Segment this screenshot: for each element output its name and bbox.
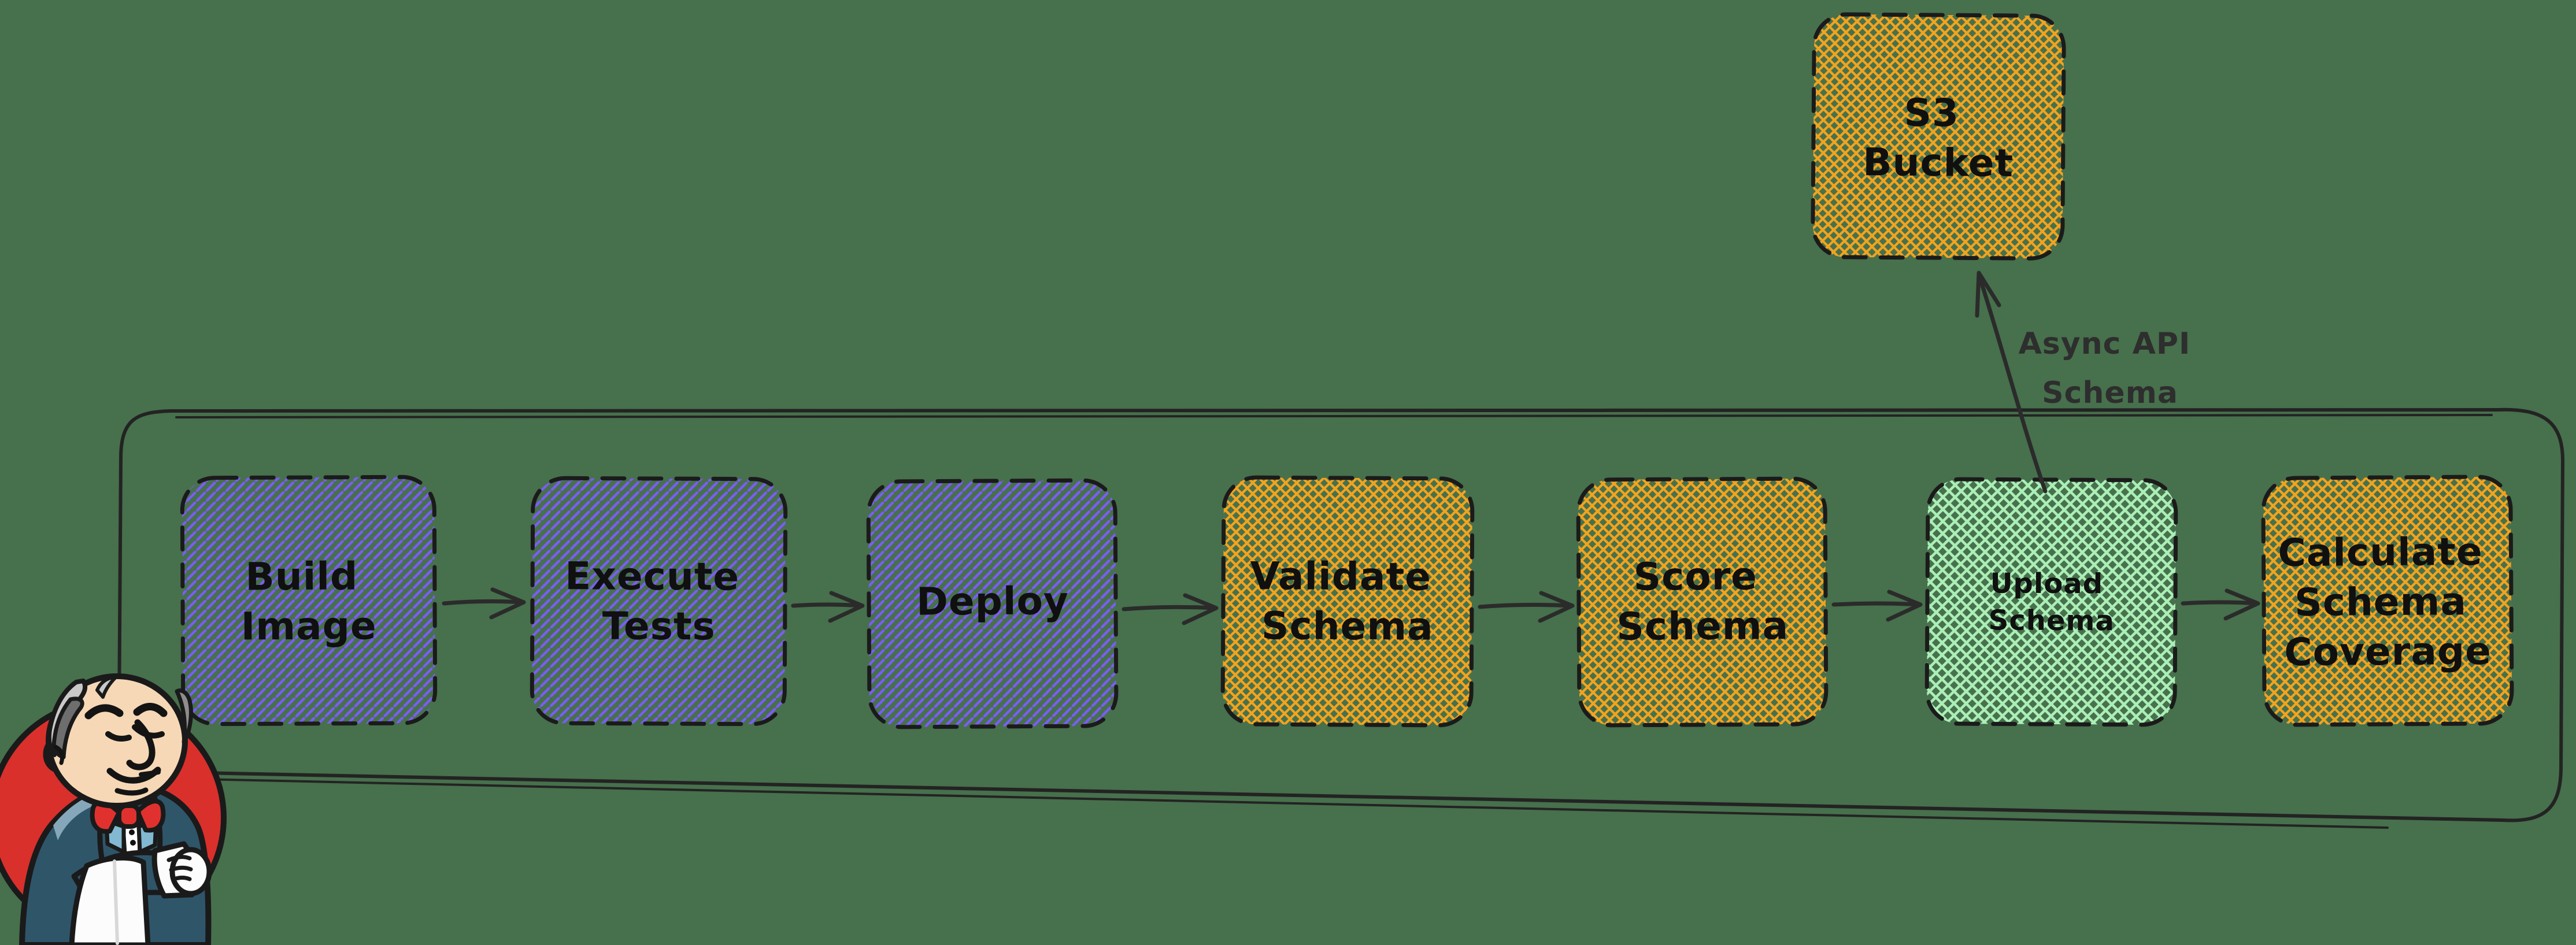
arrow-head-icon [1538,591,1575,623]
arrow-line [1478,602,1574,609]
edge-build-image-to-execute-tests [442,587,526,620]
mascot-hair-right [175,688,193,744]
edge-upload-schema-to-s3-bucket: Async API Schema [1975,270,2202,494]
node-validate-schema: Validate Schema [1220,475,1475,728]
mascot-shirt-button [129,829,135,835]
arrow-line [2181,600,2259,606]
node-upload-schema-border [1924,477,2178,727]
edge-execute-tests-to-deploy [791,591,865,623]
arrow-head-icon [828,591,865,623]
node-validate-schema-border [1220,475,1475,728]
arrow-head-icon [1886,590,1923,622]
mascot-glove-lines [166,855,193,881]
mascot-hair-top-tuft [95,676,117,699]
arrow-head-icon [2223,588,2260,621]
edge-async-api-schema-label: Async API Schema [2019,327,2202,410]
edge-validate-schema-to-score-schema [1478,591,1575,623]
node-calculate-schema-coverage: Calculate Schema Coverage [2261,475,2514,727]
mascot-towel-fold [113,859,119,945]
node-calculate-schema-coverage-label: Calculate Schema Coverage [2278,529,2497,675]
node-deploy-border [866,478,1119,729]
arrow-line [442,599,525,606]
mascot-eyebrow-left [84,704,124,720]
arrow-head-icon [1182,593,1219,625]
arrow-line [1977,274,2048,494]
node-score-schema: Score Schema [1576,476,1829,728]
edge-upload-schema-to-calculate-schema-coverage [2181,588,2260,621]
arrow-head-icon [489,587,526,620]
edge-score-schema-to-upload-schema [1831,590,1923,622]
node-execute-tests-border [530,476,788,727]
arrow-line [1122,605,1217,612]
mascot-towel [69,855,151,945]
node-deploy-label: Deploy [916,579,1069,624]
mascot-bowtie-right-wing [135,799,166,833]
mascot-lower-lip [114,787,149,796]
mascot-nose [126,719,156,770]
mascot-ear-inner-line [53,744,65,765]
node-upload-schema-label: Upload Schema [1989,567,2115,637]
edge-deploy-to-validate-schema [1122,593,1219,625]
node-s3-bucket-label: S3 Bucket [1863,90,2014,186]
node-s3-bucket: S3 Bucket [1811,12,2066,261]
mascot-smile-crease [139,770,161,777]
mascot-shirt-button [130,840,136,846]
node-s3-bucket-border [1811,12,2066,261]
node-upload-schema: Upload Schema [1924,477,2178,727]
mascot-eyebrow-right [133,703,168,717]
node-deploy: Deploy [866,478,1119,729]
mascot-closed-eye-left [105,731,132,742]
node-build-image-border [180,475,438,727]
mascot-bowtie-knot [117,803,141,829]
node-execute-tests-label: Execute Tests [565,554,754,648]
node-build-image: Build Image [180,475,438,727]
node-execute-tests: Execute Tests [530,476,788,727]
node-validate-schema-label: Validate Schema [1250,554,1445,649]
arrow-head-icon [1975,270,2001,318]
mascot-glove-fist [169,847,212,896]
arrow-line [791,602,864,608]
mascot-head [43,673,193,809]
arrow-line [1831,601,1922,607]
node-calculate-schema-coverage-border [2261,475,2514,727]
jenkins-butler-mascot [0,673,227,945]
node-score-schema-border [1576,476,1829,728]
node-score-schema-label: Score Schema [1616,554,1789,649]
node-build-image-label: Build Image [240,554,377,648]
